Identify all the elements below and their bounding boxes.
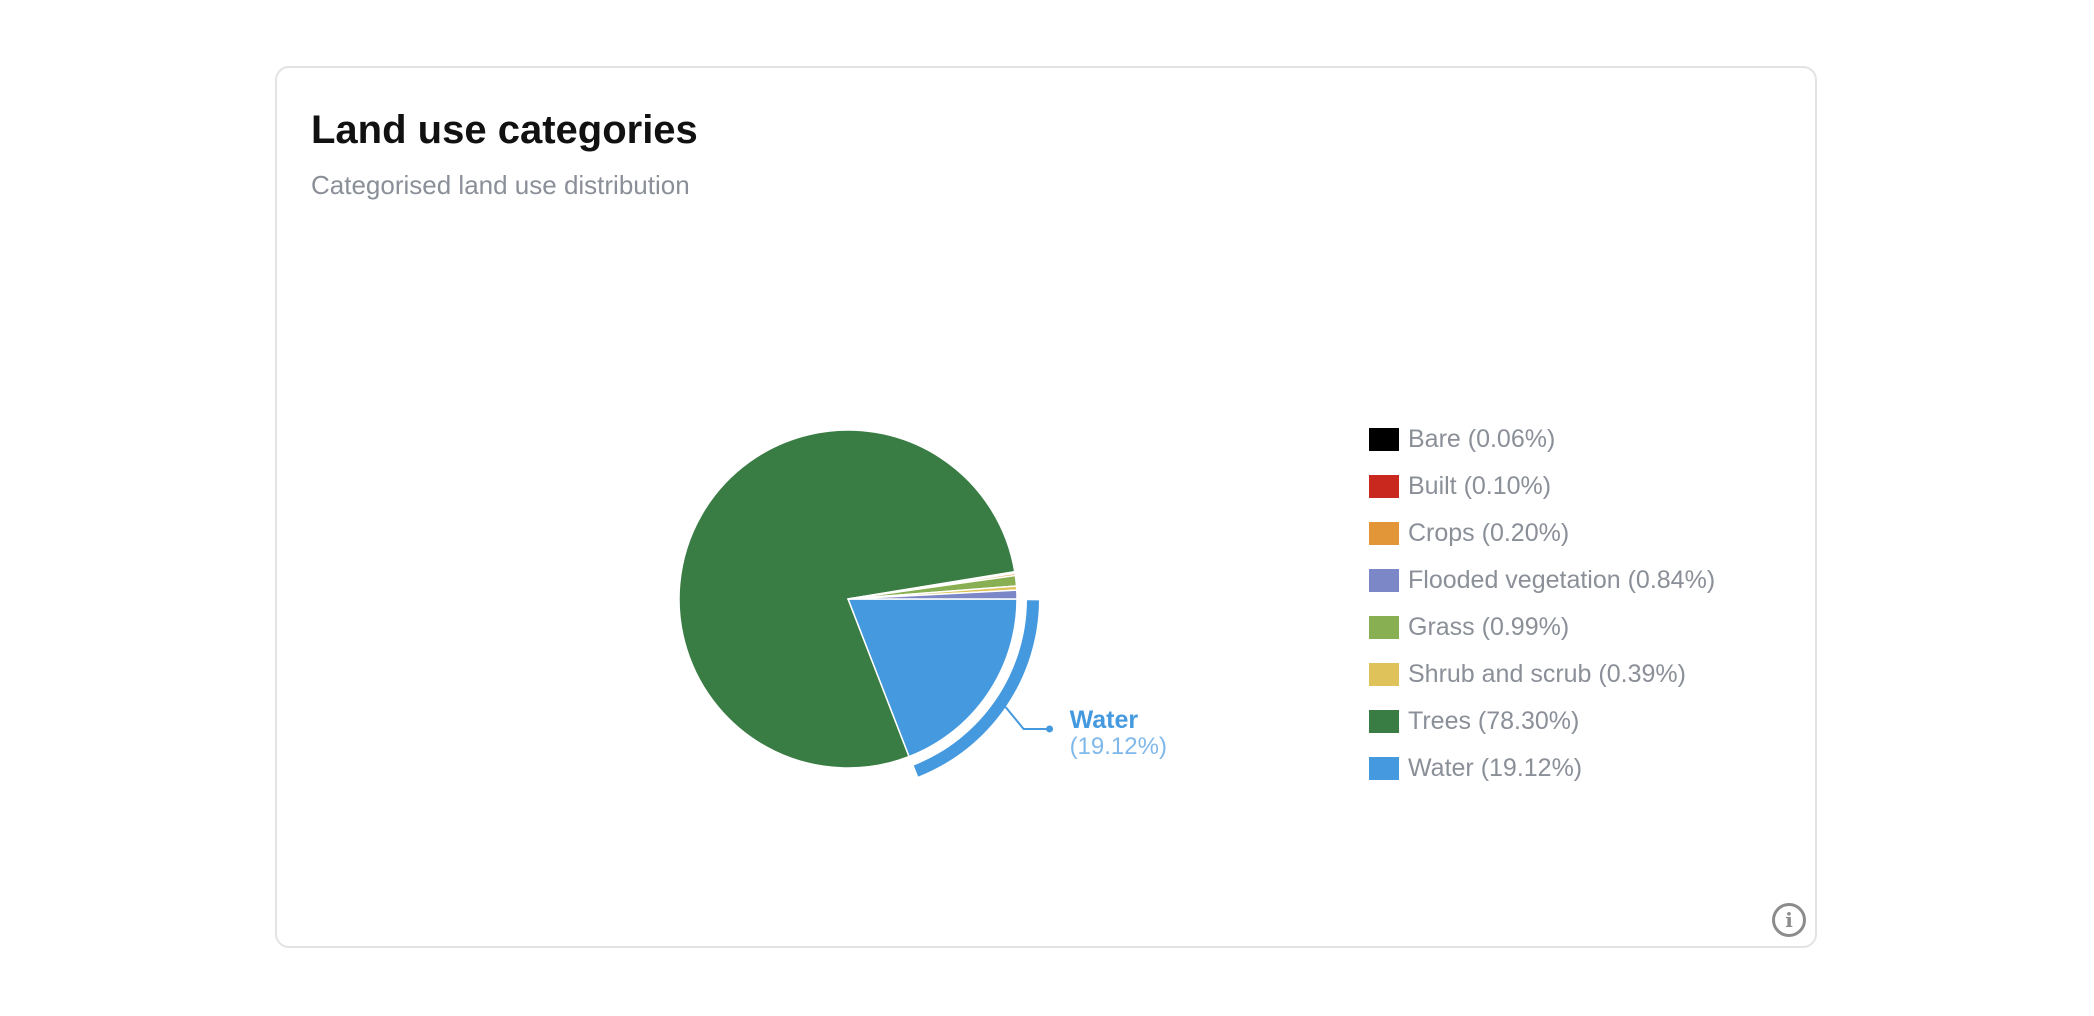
legend-label: Bare (0.06%) <box>1408 425 1556 453</box>
legend-item-crops[interactable]: Crops (0.20%) <box>1369 510 1715 557</box>
water-connector-line <box>1004 706 1050 730</box>
legend-item-trees[interactable]: Trees (78.30%) <box>1369 698 1715 745</box>
chart-subtitle: Categorised land use distribution <box>311 170 690 200</box>
legend-swatch <box>1369 522 1399 545</box>
pie-slice-water[interactable] <box>847 598 1018 758</box>
legend-swatch <box>1369 757 1399 780</box>
pie-chart: Water (19.12%) <box>678 429 1167 777</box>
chart-card: Land use categories Categorised land use… <box>275 66 1817 948</box>
info-icon[interactable]: i <box>1772 903 1806 937</box>
legend-label: Water (19.12%) <box>1408 754 1583 782</box>
legend-label: Flooded vegetation (0.84%) <box>1408 566 1716 594</box>
chart-legend: Bare (0.06%) Built (0.10%) Crops (0.20%) Fl… <box>1369 416 1715 792</box>
water-data-value: (19.12%) <box>1070 733 1167 760</box>
pie-slice-flooded-vegetation[interactable] <box>847 589 1018 600</box>
legend-swatch <box>1369 710 1399 733</box>
water-data-label: Water <box>1070 706 1139 734</box>
legend-swatch <box>1369 663 1399 686</box>
legend-label: Built (0.10%) <box>1408 472 1552 500</box>
legend-item-shrub-and-scrub[interactable]: Shrub and scrub (0.39%) <box>1369 651 1715 698</box>
water-hover-arc <box>913 600 1039 777</box>
legend-label: Grass (0.99%) <box>1408 613 1570 641</box>
pie-slice-trees[interactable] <box>678 429 1016 769</box>
pie-callout: Water (19.12%) <box>913 600 1167 777</box>
legend-label: Crops (0.20%) <box>1408 519 1570 547</box>
pie-slices <box>678 429 1018 769</box>
chart-title: Land use categories <box>311 108 698 152</box>
legend-swatch <box>1369 616 1399 639</box>
legend-swatch <box>1369 428 1399 451</box>
legend-item-grass[interactable]: Grass (0.99%) <box>1369 604 1715 651</box>
water-connector-dot <box>1046 725 1054 733</box>
legend-label: Shrub and scrub (0.39%) <box>1408 660 1686 688</box>
legend-item-bare[interactable]: Bare (0.06%) <box>1369 416 1715 463</box>
legend-item-built[interactable]: Built (0.10%) <box>1369 463 1715 510</box>
legend-swatch <box>1369 569 1399 592</box>
legend-item-water[interactable]: Water (19.12%) <box>1369 745 1715 792</box>
legend-item-flooded-vegetation[interactable]: Flooded vegetation (0.84%) <box>1369 557 1715 604</box>
legend-label: Trees (78.30%) <box>1408 707 1580 735</box>
legend-swatch <box>1369 475 1399 498</box>
